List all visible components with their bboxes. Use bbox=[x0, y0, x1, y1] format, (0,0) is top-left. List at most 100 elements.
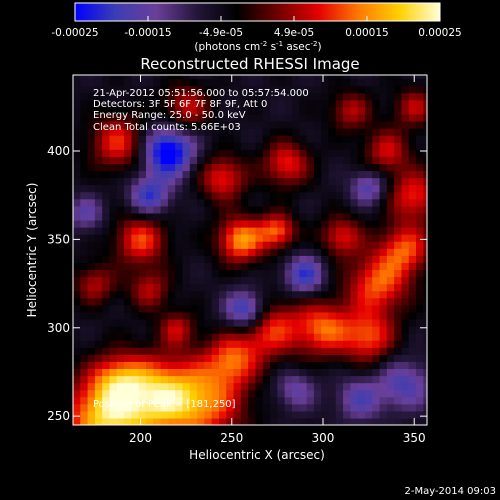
image-pixel bbox=[189, 170, 198, 179]
image-pixel bbox=[175, 347, 184, 355]
image-pixel bbox=[313, 135, 322, 143]
image-pixel bbox=[394, 368, 403, 377]
image-pixel bbox=[379, 375, 388, 384]
image-pixel bbox=[175, 311, 184, 320]
image-pixel bbox=[350, 340, 359, 348]
image-pixel bbox=[80, 304, 89, 313]
image-pixel bbox=[116, 283, 125, 292]
image-pixel bbox=[116, 212, 125, 221]
image-pixel bbox=[204, 156, 213, 164]
image-pixel bbox=[313, 234, 322, 242]
image-pixel bbox=[291, 382, 300, 391]
image-pixel bbox=[109, 417, 118, 425]
image-pixel bbox=[73, 361, 81, 370]
image-pixel bbox=[277, 410, 286, 419]
image-pixel bbox=[408, 304, 417, 313]
image-pixel bbox=[299, 389, 308, 398]
image-pixel bbox=[372, 347, 381, 355]
image-pixel bbox=[109, 99, 118, 108]
image-pixel bbox=[153, 92, 162, 101]
image-pixel bbox=[357, 92, 366, 101]
image-pixel bbox=[131, 198, 140, 207]
image-pixel bbox=[80, 156, 89, 164]
image-pixel bbox=[364, 163, 373, 172]
image-pixel bbox=[145, 262, 154, 271]
image-pixel bbox=[87, 318, 96, 327]
image-pixel bbox=[138, 248, 147, 256]
image-pixel bbox=[408, 276, 417, 285]
image-pixel bbox=[284, 205, 293, 214]
image-pixel bbox=[175, 333, 184, 341]
image-pixel bbox=[364, 382, 373, 391]
image-pixel bbox=[262, 368, 271, 377]
image-pixel bbox=[328, 75, 337, 80]
image-pixel bbox=[335, 156, 344, 164]
image-pixel bbox=[372, 290, 381, 299]
image-pixel bbox=[335, 283, 344, 292]
image-pixel bbox=[73, 128, 81, 136]
image-pixel bbox=[226, 142, 235, 150]
image-pixel bbox=[313, 410, 322, 419]
image-pixel bbox=[167, 396, 176, 405]
image-pixel bbox=[218, 241, 227, 249]
image-pixel bbox=[350, 361, 359, 370]
image-pixel bbox=[321, 262, 330, 271]
colorbar-units: (photons cm-2 s-1 asec-2) bbox=[194, 40, 321, 53]
image-pixel bbox=[291, 99, 300, 108]
image-pixel bbox=[357, 142, 366, 150]
image-pixel bbox=[343, 85, 351, 94]
image-pixel bbox=[379, 326, 388, 334]
image-pixel bbox=[284, 361, 293, 370]
image-pixel bbox=[87, 326, 96, 334]
image-pixel bbox=[284, 396, 293, 405]
image-pixel bbox=[109, 389, 118, 398]
image-pixel bbox=[306, 304, 315, 313]
image-pixel bbox=[160, 135, 169, 143]
image-pixel bbox=[284, 368, 293, 377]
image-pixel bbox=[328, 142, 337, 150]
image-pixel bbox=[226, 417, 235, 425]
image-pixel bbox=[379, 75, 388, 80]
image-pixel bbox=[167, 120, 176, 129]
image-pixel bbox=[160, 75, 169, 80]
image-pixel bbox=[182, 347, 191, 355]
image-pixel bbox=[284, 227, 293, 235]
image-pixel bbox=[226, 290, 235, 299]
image-pixel bbox=[182, 248, 191, 256]
image-pixel bbox=[394, 403, 403, 412]
image-pixel bbox=[248, 234, 257, 242]
image-pixel bbox=[364, 304, 373, 313]
image-pixel bbox=[175, 318, 184, 327]
image-pixel bbox=[277, 276, 286, 285]
image-pixel bbox=[416, 290, 424, 299]
image-pixel bbox=[189, 326, 198, 334]
image-pixel bbox=[321, 120, 330, 129]
image-pixel bbox=[248, 417, 257, 425]
image-pixel bbox=[313, 106, 322, 115]
image-pixel bbox=[379, 170, 388, 179]
image-pixel bbox=[175, 212, 184, 221]
image-pixel bbox=[262, 120, 271, 129]
image-pixel bbox=[189, 128, 198, 136]
image-pixel bbox=[204, 340, 213, 348]
image-pixel bbox=[423, 241, 427, 249]
image-pixel bbox=[394, 106, 403, 115]
image-pixel bbox=[182, 410, 191, 419]
image-pixel bbox=[401, 389, 410, 398]
image-pixel bbox=[73, 318, 81, 327]
image-pixel bbox=[94, 248, 103, 256]
image-pixel bbox=[73, 219, 81, 228]
image-pixel bbox=[160, 255, 169, 263]
image-pixel bbox=[80, 75, 89, 80]
image-pixel bbox=[401, 368, 410, 377]
image-pixel bbox=[167, 417, 176, 425]
image-pixel bbox=[291, 410, 300, 419]
image-pixel bbox=[138, 297, 147, 306]
image-pixel bbox=[167, 78, 176, 87]
image-pixel bbox=[80, 106, 89, 115]
image-pixel bbox=[138, 347, 147, 355]
image-pixel bbox=[145, 163, 154, 172]
image-pixel bbox=[226, 219, 235, 228]
image-pixel bbox=[328, 311, 337, 320]
